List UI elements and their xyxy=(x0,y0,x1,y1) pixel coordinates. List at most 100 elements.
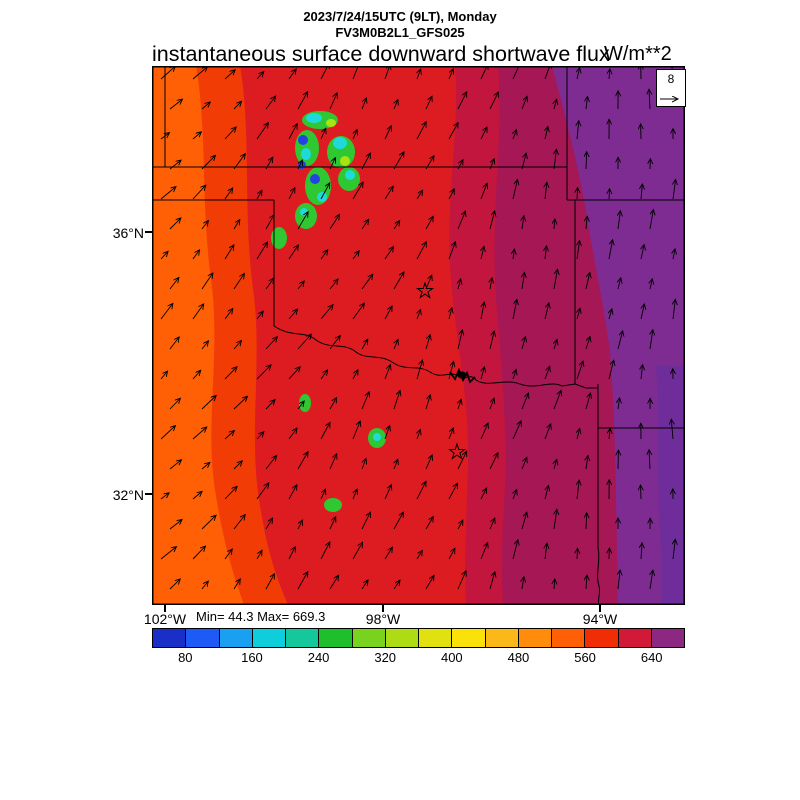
wind-arrow xyxy=(489,453,498,470)
wind-arrow xyxy=(320,250,328,260)
wind-arrow xyxy=(577,241,580,260)
wind-arrow xyxy=(265,278,274,290)
wind-arrow xyxy=(416,481,426,500)
wind-arrow xyxy=(489,92,498,110)
colorbar-tick-label: 560 xyxy=(574,650,596,665)
colorbar-segment xyxy=(518,629,552,647)
wind-arrow xyxy=(544,366,550,380)
wind-arrow xyxy=(545,543,547,560)
wind-reference-arrow-icon xyxy=(660,95,683,103)
wind-arrow xyxy=(586,513,587,530)
wind-arrow xyxy=(288,485,297,500)
wind-arrow xyxy=(577,548,578,560)
wind-arrow xyxy=(609,309,612,320)
wind-arrow xyxy=(256,365,271,380)
wind-arrow xyxy=(233,461,242,470)
wind-arrow xyxy=(192,304,204,320)
lon-tick-mark-98w xyxy=(382,605,384,612)
wind-arrow xyxy=(320,128,326,140)
map-frame: 8 xyxy=(152,66,686,606)
wind-arrow xyxy=(160,371,168,380)
wind-arrow xyxy=(169,99,183,110)
colorbar-labels: 80 160 240 320 400 480 560 640 xyxy=(152,650,685,666)
wind-arrow xyxy=(448,428,453,440)
wind-arrow xyxy=(609,428,610,440)
wind-arrow xyxy=(288,245,298,260)
wind-arrow xyxy=(352,182,363,200)
wind-arrow xyxy=(618,570,620,590)
wind-arrow xyxy=(480,183,487,200)
wind-arrow xyxy=(224,245,234,260)
wind-arrow xyxy=(169,218,181,230)
river-lake-blob xyxy=(457,371,467,379)
star-marker xyxy=(415,281,435,299)
wind-arrow xyxy=(553,269,558,290)
wind-arrow xyxy=(649,450,650,470)
wind-arrow xyxy=(160,251,168,260)
cloud-patch xyxy=(298,135,308,145)
wind-arrow xyxy=(352,251,359,260)
wind-arrow xyxy=(618,398,620,410)
wind-arrow xyxy=(513,370,516,380)
wind-arrow xyxy=(448,483,458,500)
cloud-patch xyxy=(373,433,381,441)
flux-field-regions xyxy=(152,66,685,605)
header-model: FV3M0B2L1_GFS025 xyxy=(335,25,465,40)
wind-arrow xyxy=(457,571,466,590)
wind-arrow xyxy=(265,215,274,230)
wind-arrow xyxy=(169,460,182,470)
wind-arrow xyxy=(265,337,277,350)
wind-arrow xyxy=(458,279,461,290)
wind-arrow xyxy=(544,303,549,320)
wind-arrow xyxy=(384,425,390,440)
colorbar-segment xyxy=(485,629,519,647)
colorbar-tick-label: 240 xyxy=(307,650,330,665)
wind-arrow xyxy=(522,337,526,350)
wind-arrow xyxy=(586,456,588,470)
region-purple xyxy=(552,66,685,605)
wind-arrow xyxy=(577,188,578,200)
wind-arrow xyxy=(297,281,304,290)
wind-arrow xyxy=(384,365,391,380)
colorbar-tick-label: 80 xyxy=(178,650,193,665)
colorbar xyxy=(152,628,685,648)
wind-arrow xyxy=(448,242,456,260)
wind-arrow xyxy=(233,154,245,170)
wind-arrow xyxy=(393,221,400,230)
wind-arrow xyxy=(394,339,398,350)
cloud-patch xyxy=(271,227,287,249)
wind-arrow xyxy=(617,331,623,350)
wind-arrow xyxy=(457,451,467,470)
colorbar-segment xyxy=(352,629,386,647)
wind-arrow xyxy=(384,485,392,500)
wind-arrow xyxy=(256,483,269,500)
wind-arrow xyxy=(320,422,330,440)
wind-arrow xyxy=(361,339,368,350)
wind-arrow xyxy=(265,456,277,470)
colorbar-segment xyxy=(618,629,652,647)
wind-arrow xyxy=(416,122,426,140)
cloud-patch xyxy=(295,130,319,166)
wind-arrow xyxy=(353,130,357,140)
wind-arrow xyxy=(329,454,337,470)
wind-arrow xyxy=(265,96,276,110)
wind-arrows xyxy=(160,66,676,590)
wind-arrow xyxy=(513,249,514,260)
wind-arrow xyxy=(201,221,208,230)
colorbar-segment xyxy=(319,629,353,647)
wind-arrow xyxy=(425,395,430,410)
wind-arrow xyxy=(425,335,430,350)
wind-arrow xyxy=(544,424,551,440)
lat-tick-mark-36n xyxy=(145,231,152,233)
cloud-patch xyxy=(306,113,322,123)
wind-arrow xyxy=(265,518,273,530)
wind-arrow xyxy=(521,393,529,410)
lon-tick-mark-102w xyxy=(164,605,166,612)
wind-arrow xyxy=(480,302,484,320)
wind-arrow xyxy=(233,101,242,110)
wind-arrow xyxy=(641,245,644,260)
lat-tick-mark-32n xyxy=(145,493,152,495)
colorbar-segment xyxy=(153,629,187,647)
wind-arrow xyxy=(640,304,644,320)
wind-arrow xyxy=(586,152,587,170)
